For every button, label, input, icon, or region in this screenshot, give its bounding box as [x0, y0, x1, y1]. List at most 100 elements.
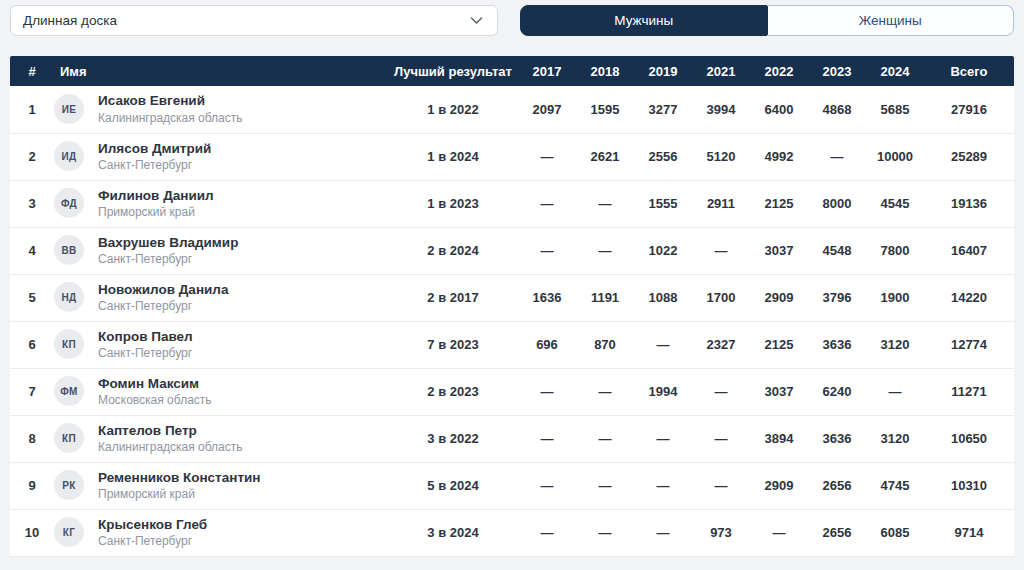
athlete-name: Филинов Даниил: [98, 187, 214, 205]
col-header-name: Имя: [54, 56, 388, 86]
year-value-2022: 2909: [750, 274, 808, 321]
col-header-total: Всего: [924, 56, 1014, 86]
table-row[interactable]: 3 ФД Филинов Даниил Приморский край 1 в …: [10, 180, 1014, 227]
year-value-2017: —: [518, 415, 576, 462]
year-value-2017: —: [518, 227, 576, 274]
col-header-2017: 2017: [518, 56, 576, 86]
year-value-2019: —: [634, 415, 692, 462]
avatar: ФД: [54, 188, 84, 218]
year-value-2024: —: [866, 368, 924, 415]
year-value-2024: 1900: [866, 274, 924, 321]
table-row[interactable]: 4 ВВ Вахрушев Владимир Санкт-Петербург 2…: [10, 227, 1014, 274]
col-header-2021: 2021: [692, 56, 750, 86]
athlete-region: Санкт-Петербург: [98, 298, 228, 314]
table-row[interactable]: 8 КП Каптелов Петр Калининградская облас…: [10, 415, 1014, 462]
year-value-2019: 1555: [634, 180, 692, 227]
athlete-name: Фомин Максим: [98, 375, 212, 393]
table-row[interactable]: 5 НД Новожилов Данила Санкт-Петербург 2 …: [10, 274, 1014, 321]
table-row[interactable]: 6 КП Копров Павел Санкт-Петербург 7 в 20…: [10, 321, 1014, 368]
best-result: 7 в 2023: [388, 321, 518, 368]
year-value-2022: 3037: [750, 368, 808, 415]
athlete-region: Санкт-Петербург: [98, 345, 193, 361]
best-result: 1 в 2024: [388, 133, 518, 180]
best-result: 2 в 2023: [388, 368, 518, 415]
total-value: 10650: [924, 415, 1014, 462]
athlete-name: Каптелов Петр: [98, 422, 243, 440]
col-header-2024: 2024: [866, 56, 924, 86]
year-value-2018: —: [576, 509, 634, 556]
rank-number: 8: [10, 415, 54, 462]
table-row[interactable]: 2 ИД Илясов Дмитрий Санкт-Петербург 1 в …: [10, 133, 1014, 180]
col-header-2022: 2022: [750, 56, 808, 86]
col-header-rank: #: [10, 56, 54, 86]
avatar: КП: [54, 329, 84, 359]
year-value-2022: —: [750, 509, 808, 556]
year-value-2024: 5685: [866, 86, 924, 133]
avatar: ФМ: [54, 376, 84, 406]
year-value-2021: —: [692, 368, 750, 415]
rank-number: 7: [10, 368, 54, 415]
year-value-2021: 2327: [692, 321, 750, 368]
athlete-name: Ременников Константин: [98, 469, 260, 487]
table-row[interactable]: 10 КГ Крысенков Глеб Санкт-Петербург 3 в…: [10, 509, 1014, 556]
best-result: 3 в 2022: [388, 415, 518, 462]
total-value: 25289: [924, 133, 1014, 180]
total-value: 14220: [924, 274, 1014, 321]
year-value-2018: —: [576, 368, 634, 415]
year-value-2017: —: [518, 368, 576, 415]
table-header-row: # Имя Лучший результат 2017 2018 2019 20…: [10, 56, 1014, 86]
avatar: РК: [54, 470, 84, 500]
tab-men[interactable]: Мужчины: [520, 5, 768, 36]
athlete-cell: КП Копров Павел Санкт-Петербург: [54, 328, 388, 362]
athlete-name: Илясов Дмитрий: [98, 140, 211, 158]
year-value-2021: 5120: [692, 133, 750, 180]
athlete-region: Приморский край: [98, 486, 260, 502]
year-value-2017: —: [518, 180, 576, 227]
rank-number: 2: [10, 133, 54, 180]
rank-number: 6: [10, 321, 54, 368]
tab-women[interactable]: Женщины: [768, 5, 1015, 36]
athlete-region: Санкт-Петербург: [98, 157, 211, 173]
athlete-cell: КГ Крысенков Глеб Санкт-Петербург: [54, 516, 388, 550]
col-header-2019: 2019: [634, 56, 692, 86]
year-value-2018: —: [576, 462, 634, 509]
discipline-select[interactable]: Длинная доска: [10, 5, 498, 36]
year-value-2022: 3037: [750, 227, 808, 274]
table-row[interactable]: 7 ФМ Фомин Максим Московская область 2 в…: [10, 368, 1014, 415]
year-value-2024: 3120: [866, 415, 924, 462]
total-value: 11271: [924, 368, 1014, 415]
col-header-2023: 2023: [808, 56, 866, 86]
athlete-cell: ИД Илясов Дмитрий Санкт-Петербург: [54, 140, 388, 174]
year-value-2017: —: [518, 462, 576, 509]
year-value-2018: 870: [576, 321, 634, 368]
year-value-2024: 4545: [866, 180, 924, 227]
avatar: КП: [54, 423, 84, 453]
year-value-2019: 1022: [634, 227, 692, 274]
rank-number: 1: [10, 86, 54, 133]
athlete-name: Новожилов Данила: [98, 281, 228, 299]
col-header-2018: 2018: [576, 56, 634, 86]
year-value-2021: 1700: [692, 274, 750, 321]
year-value-2019: 3277: [634, 86, 692, 133]
year-value-2017: 1636: [518, 274, 576, 321]
best-result: 1 в 2022: [388, 86, 518, 133]
year-value-2018: 1191: [576, 274, 634, 321]
year-value-2018: —: [576, 415, 634, 462]
year-value-2022: 2125: [750, 321, 808, 368]
total-value: 19136: [924, 180, 1014, 227]
best-result: 2 в 2024: [388, 227, 518, 274]
table-row[interactable]: 9 РК Ременников Константин Приморский кр…: [10, 462, 1014, 509]
year-value-2019: 1088: [634, 274, 692, 321]
year-value-2024: 4745: [866, 462, 924, 509]
year-value-2022: 2125: [750, 180, 808, 227]
year-value-2021: —: [692, 462, 750, 509]
year-value-2021: 2911: [692, 180, 750, 227]
leaderboard-card: # Имя Лучший результат 2017 2018 2019 20…: [10, 56, 1014, 557]
athlete-name: Вахрушев Владимир: [98, 234, 238, 252]
toolbar: Длинная доска Мужчины Женщины: [0, 0, 1024, 36]
best-result: 3 в 2024: [388, 509, 518, 556]
year-value-2017: —: [518, 509, 576, 556]
table-row[interactable]: 1 ИЕ Исаков Евгений Калининградская обла…: [10, 86, 1014, 133]
year-value-2021: 973: [692, 509, 750, 556]
year-value-2022: 3894: [750, 415, 808, 462]
